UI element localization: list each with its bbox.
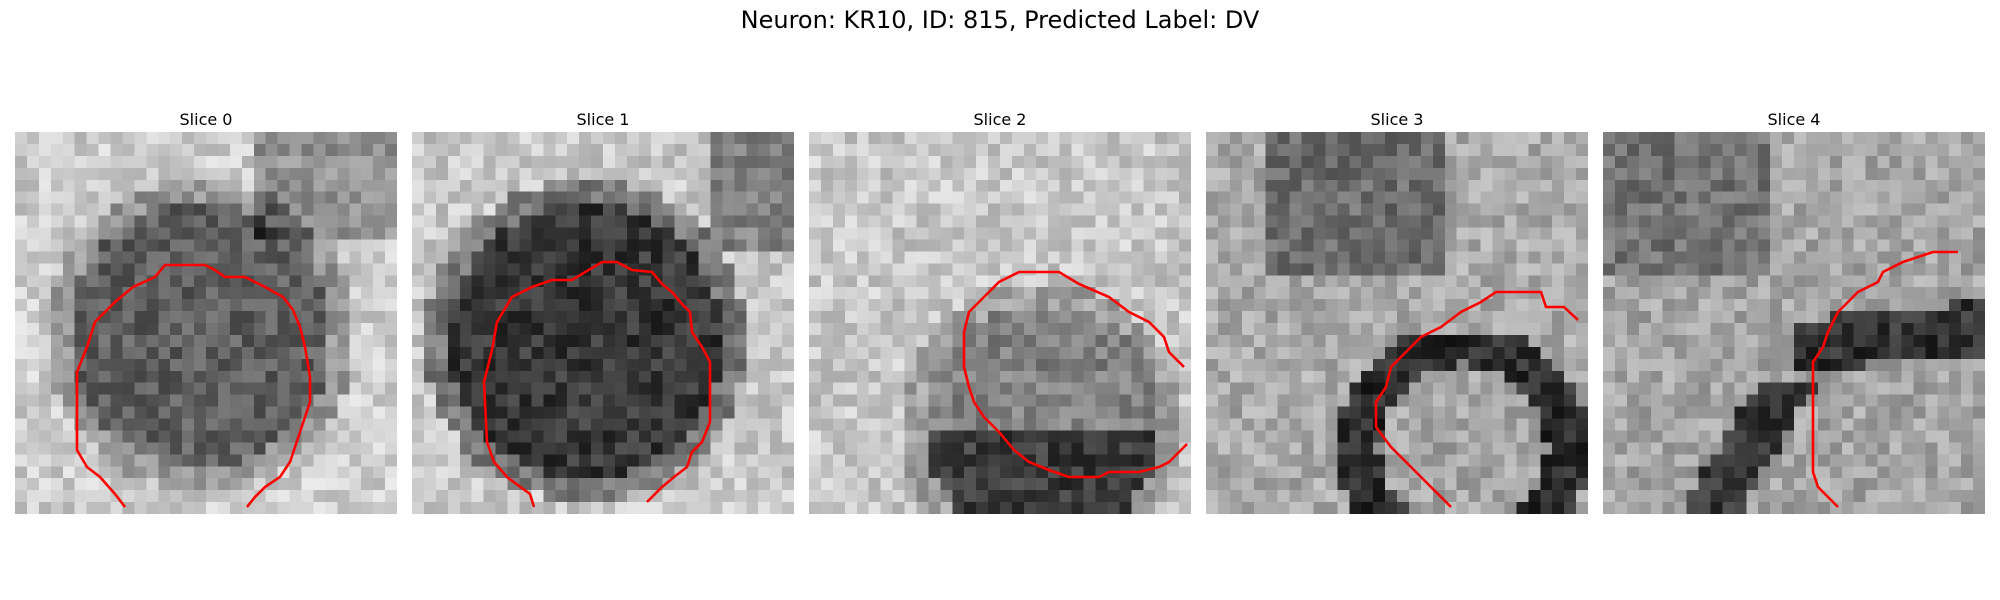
slice-image-2: [809, 132, 1191, 514]
red-contour-line: [482, 260, 712, 508]
red-contour-line: [962, 270, 1188, 479]
slice-title: Slice 4: [1767, 110, 1821, 129]
grayscale-micrograph: [809, 132, 1191, 514]
red-contour-line: [1374, 290, 1579, 508]
segmentation-contour: [962, 270, 1188, 479]
slice-panel-1: Slice 1: [412, 108, 794, 514]
slice-panel-0: Slice 0: [15, 108, 397, 514]
slice-title: Slice 0: [179, 110, 233, 129]
segmentation-contour: [1811, 250, 1958, 508]
slice-image-0: [15, 132, 397, 514]
red-contour-line: [75, 263, 312, 508]
figure-title: Neuron: KR10, ID: 815, Predicted Label: …: [740, 6, 1260, 34]
grayscale-micrograph: [1206, 132, 1588, 514]
slice-title: Slice 1: [576, 110, 630, 129]
slice-image-1: [412, 132, 794, 514]
grayscale-micrograph: [1603, 132, 1985, 514]
slice-panel-4: Slice 4: [1603, 108, 1985, 514]
slice-image-3: [1206, 132, 1588, 514]
segmentation-contour: [75, 263, 312, 508]
slice-panel-3: Slice 3: [1206, 108, 1588, 514]
red-contour-line: [1811, 250, 1958, 508]
grayscale-micrograph: [412, 132, 794, 514]
slice-panel-2: Slice 2: [809, 108, 1191, 514]
slice-image-4: [1603, 132, 1985, 514]
segmentation-contour: [482, 260, 712, 508]
slice-title: Slice 2: [973, 110, 1027, 129]
segmentation-contour: [1374, 290, 1579, 508]
slice-title: Slice 3: [1370, 110, 1424, 129]
